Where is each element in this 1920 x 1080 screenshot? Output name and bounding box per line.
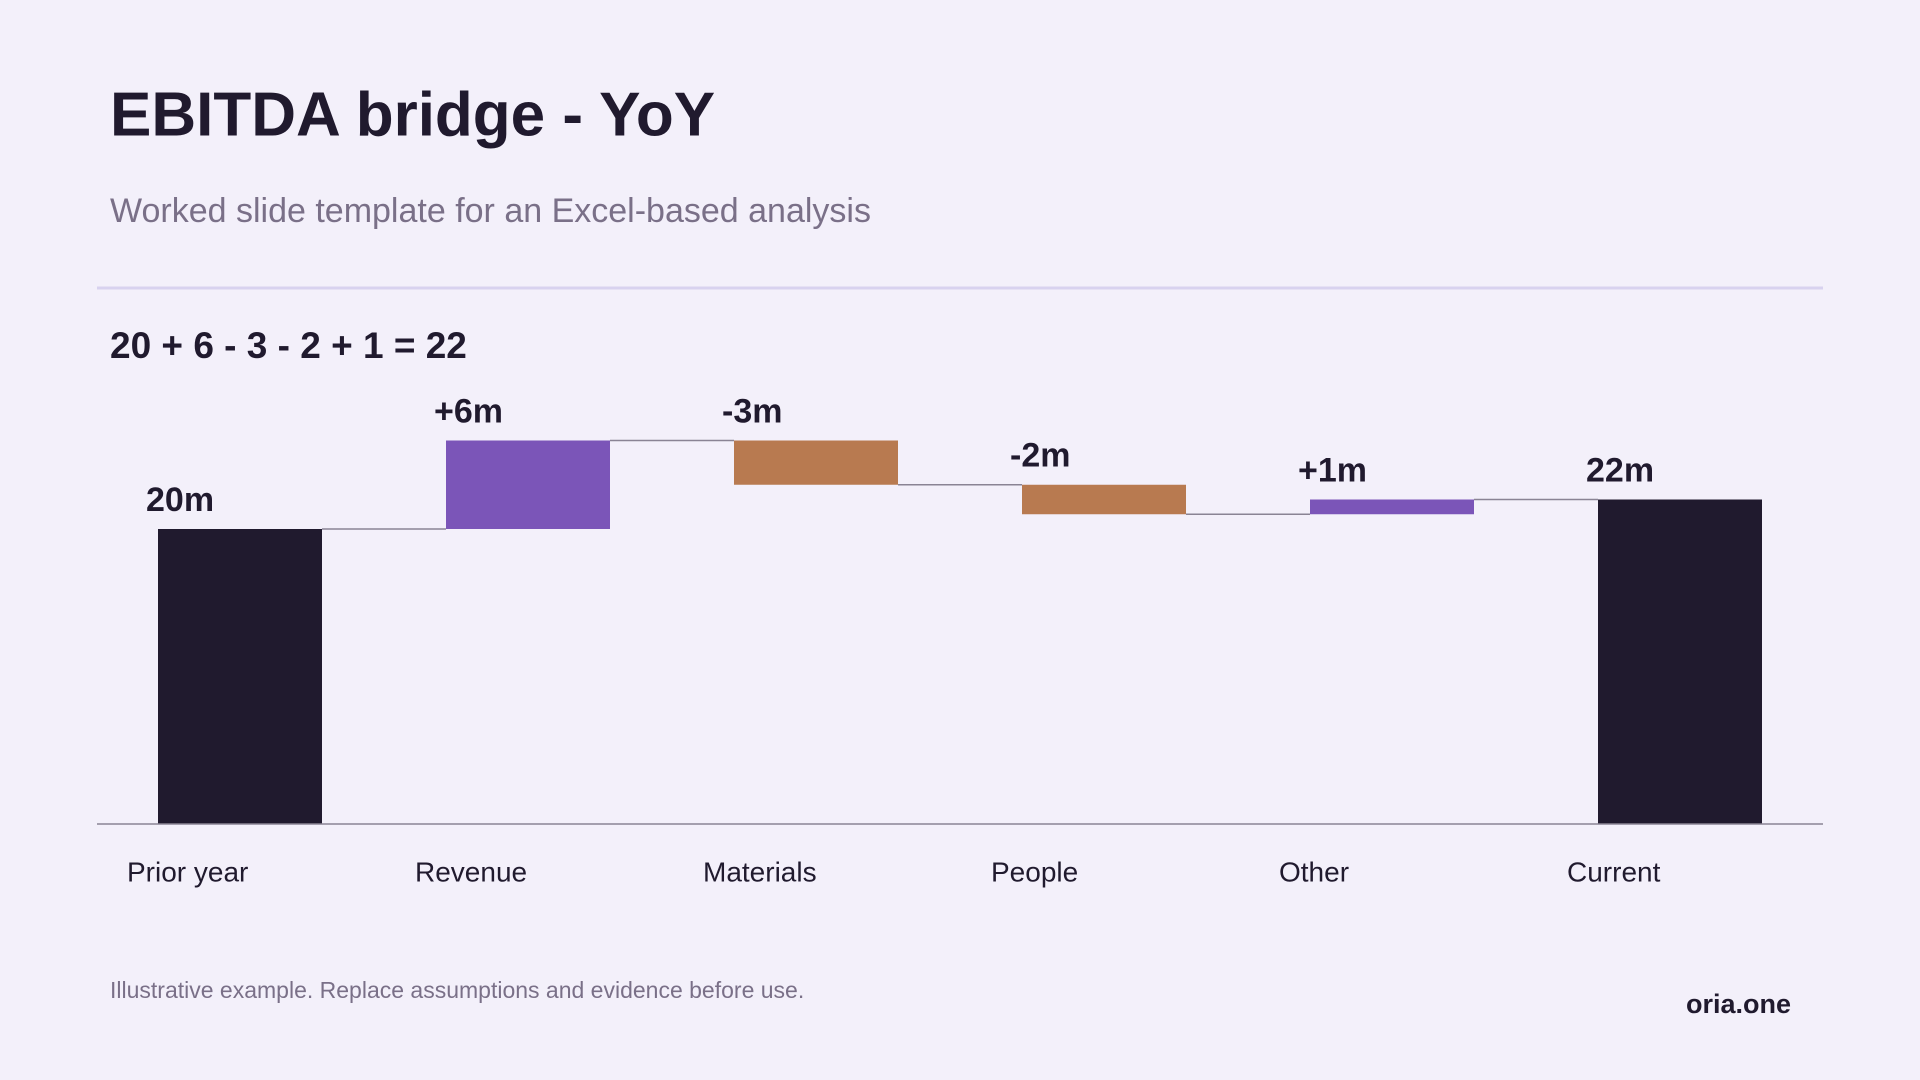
value-label: -2m (1010, 437, 1070, 475)
bar (734, 440, 898, 485)
equation: 20 + 6 - 3 - 2 + 1 = 22 (110, 325, 467, 366)
x-tick-label: Materials (703, 856, 817, 887)
x-tick-label: Current (1567, 856, 1661, 887)
bar (446, 440, 610, 529)
value-label: 22m (1586, 451, 1654, 489)
x-tick-label: Other (1279, 856, 1349, 887)
bar (1022, 484, 1186, 515)
bar (1310, 499, 1474, 515)
bar (1598, 499, 1762, 824)
subtitle: Worked slide template for an Excel-based… (110, 192, 871, 230)
brand: oria.one (1686, 989, 1791, 1019)
value-label: +6m (434, 392, 503, 430)
x-tick-label: Revenue (415, 856, 527, 887)
value-label: +1m (1298, 451, 1367, 489)
title: EBITDA bridge - YoY (110, 80, 715, 149)
x-tick-label: Prior year (127, 856, 248, 887)
value-label: -3m (722, 392, 782, 430)
x-tick-label: People (991, 856, 1078, 887)
footnote: Illustrative example. Replace assumption… (110, 977, 804, 1003)
bar (158, 529, 322, 824)
value-label: 20m (146, 481, 214, 519)
